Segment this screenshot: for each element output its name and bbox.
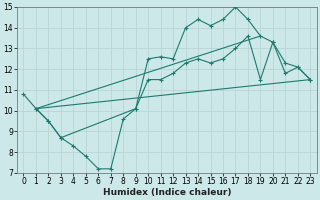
X-axis label: Humidex (Indice chaleur): Humidex (Indice chaleur)	[103, 188, 231, 197]
